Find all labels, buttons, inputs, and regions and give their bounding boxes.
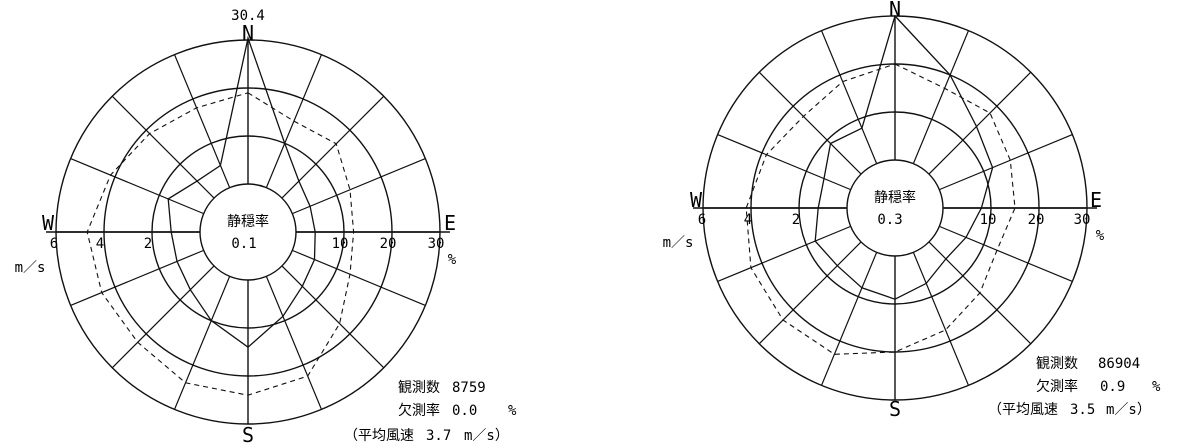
- missing-value: 0.0: [452, 403, 477, 419]
- east-label: E: [444, 211, 456, 235]
- count-label: 観測数: [1036, 355, 1078, 372]
- direction-spoke: [281, 95, 385, 199]
- calm-value: 0.1: [231, 236, 256, 252]
- frequency-series: [167, 35, 316, 349]
- north-label: N: [242, 21, 254, 45]
- speed-tick-2: 2: [144, 236, 152, 252]
- freq-tick-30: 30: [1074, 212, 1091, 228]
- count-value: 8759: [452, 380, 486, 396]
- calm-label: 静穏率: [874, 189, 916, 206]
- mean-speed-unit: m／s）: [464, 428, 509, 444]
- direction-spoke: [70, 157, 204, 215]
- direction-spoke: [820, 252, 878, 386]
- direction-spoke: [292, 157, 426, 215]
- direction-spoke: [928, 71, 1032, 175]
- missing-value: 0.9: [1100, 379, 1125, 395]
- speed-tick-4: 4: [744, 212, 752, 228]
- freq-unit: %: [448, 252, 457, 268]
- direction-spoke: [717, 225, 851, 283]
- count-label: 観測数: [398, 379, 440, 396]
- direction-spoke: [265, 54, 323, 188]
- windrose-2: N S W E 6 4 2 m／s 10 20 30 % 静穏率 0.3 観測数…: [663, 0, 1161, 421]
- missing-label: 欠測率: [398, 402, 440, 419]
- west-label: W: [42, 211, 55, 235]
- missing-unit: %: [1152, 379, 1161, 395]
- direction-spoke: [758, 71, 862, 175]
- freq-tick-20: 20: [1028, 212, 1045, 228]
- direction-spoke: [111, 95, 215, 199]
- windrose-1: 30.4 N S W E 6 4 2 m／s 10 20 30 % 静穏率 0.…: [15, 8, 517, 447]
- frequency-series: [814, 14, 994, 300]
- north-label: N: [889, 0, 901, 21]
- missing-unit: %: [508, 403, 517, 419]
- freq-tick-10: 10: [332, 236, 349, 252]
- direction-spoke: [173, 54, 231, 188]
- freq-tick-10: 10: [980, 212, 997, 228]
- direction-spoke: [265, 276, 323, 410]
- rose-grid: [46, 39, 450, 425]
- calm-value: 0.3: [877, 212, 902, 228]
- east-label: E: [1090, 188, 1102, 212]
- max-frequency-label: 30.4: [231, 8, 265, 24]
- direction-spoke: [717, 133, 851, 191]
- speed-unit: m／s: [663, 235, 694, 251]
- speed-tick-6: 6: [698, 212, 706, 228]
- direction-spoke: [292, 249, 426, 307]
- calm-circle: [846, 159, 944, 257]
- direction-spoke: [912, 30, 970, 164]
- freq-unit: %: [1096, 228, 1105, 244]
- direction-spoke: [939, 133, 1073, 191]
- direction-spoke: [281, 265, 385, 369]
- speed-unit: m／s: [15, 260, 46, 276]
- speed-tick-6: 6: [50, 236, 58, 252]
- south-label: S: [242, 423, 254, 447]
- direction-spoke: [173, 276, 231, 410]
- speed-tick-2: 2: [792, 212, 800, 228]
- speed-tick-4: 4: [96, 236, 104, 252]
- freq-tick-30: 30: [428, 236, 445, 252]
- direction-spoke: [70, 249, 204, 307]
- mean-speed-label: （平均風速: [344, 428, 414, 444]
- calm-label: 静穏率: [227, 213, 269, 230]
- calm-circle: [199, 183, 297, 281]
- mean-speed-value: 3.5: [1070, 402, 1095, 418]
- mean-speed-value: 3.7: [426, 428, 451, 444]
- mean-speed-series: [745, 63, 1016, 355]
- south-label: S: [889, 397, 901, 421]
- direction-spoke: [820, 30, 878, 164]
- direction-spoke: [939, 225, 1073, 283]
- count-value: 86904: [1098, 356, 1140, 372]
- mean-speed-label: （平均風速: [988, 402, 1058, 418]
- mean-speed-series: [86, 92, 355, 396]
- direction-spoke: [111, 265, 215, 369]
- freq-tick-20: 20: [380, 236, 397, 252]
- direction-spoke: [912, 252, 970, 386]
- west-label: W: [690, 188, 703, 212]
- mean-speed-unit: m／s）: [1106, 402, 1151, 418]
- direction-spoke: [758, 241, 862, 345]
- missing-label: 欠測率: [1036, 378, 1078, 395]
